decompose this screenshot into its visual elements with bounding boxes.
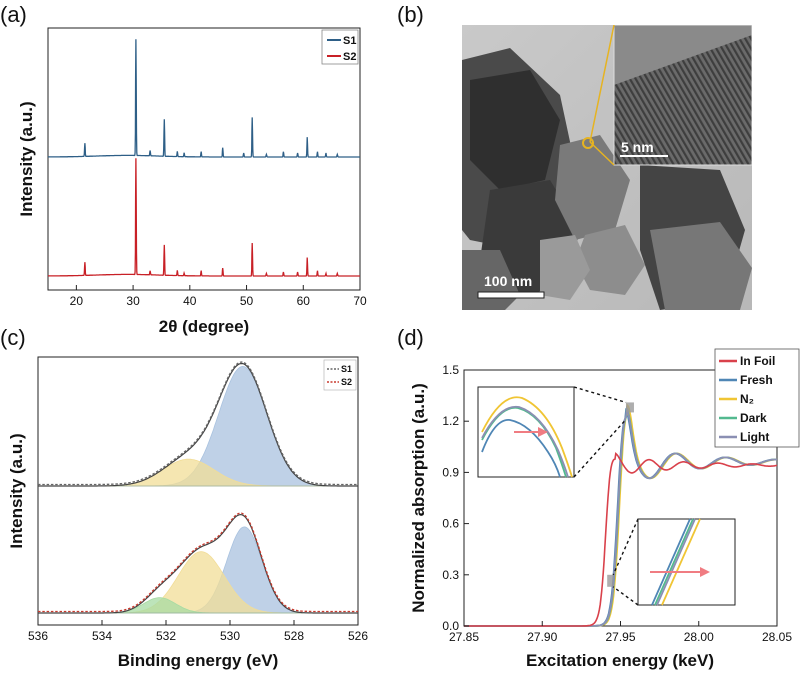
- xanes-y-axis-label: Normalized absorption (a.u.): [409, 383, 428, 613]
- xps-x-tick-label: 534: [92, 629, 112, 643]
- xanes-y-tick-label: 1.5: [442, 363, 459, 377]
- shift-arrow-head: [700, 567, 710, 577]
- xrd-series-s1: [48, 39, 360, 158]
- hrtem-lattice-fringes: [614, 35, 752, 165]
- zoom-guide-line: [612, 586, 639, 606]
- xrd-legend-label-s1: S1: [343, 35, 356, 47]
- inset-pointer-line: [589, 141, 615, 166]
- xps-x-tick-label: 526: [348, 629, 368, 643]
- xanes-legend-label: Dark: [740, 411, 767, 425]
- xanes-x-tick-label: 27.95: [605, 630, 635, 644]
- inset-series-line: [481, 405, 569, 478]
- particle: [555, 135, 630, 240]
- xrd-plot-frame: [47, 27, 361, 291]
- particle: [540, 235, 590, 300]
- tem-image: 5 nm 100 nm: [462, 25, 752, 310]
- xanes-ticks: 27.85 27.90 27.95 28.00 28.05 0.0 0.3 0.6 0.9 1.2…: [442, 363, 792, 644]
- xanes-y-tick-label: 0.0: [442, 619, 459, 633]
- xrd-x-axis-label: 2θ (degree): [159, 317, 249, 336]
- xanes-series: [464, 403, 778, 627]
- xps-component-peak: [38, 551, 358, 614]
- particle: [470, 70, 560, 190]
- xps-legend: S1 S2: [323, 359, 357, 391]
- xps-legend-label-s1: S1: [341, 364, 352, 374]
- inset-series-line: [654, 518, 694, 606]
- scale-bar-main: [477, 291, 545, 299]
- xanes-legend: In Foil Fresh N₂ Dark Light: [714, 348, 800, 448]
- xanes-legend-label: N₂: [740, 392, 754, 406]
- xps-component-peak: [38, 458, 358, 487]
- scale-bar-main-label: 100 nm: [484, 273, 532, 289]
- xrd-x-tick-label: 60: [297, 294, 311, 308]
- xrd-series-s2: [48, 158, 360, 277]
- xanes-edge-peak-inset: [477, 386, 634, 478]
- xps-plot: 536 534 532 530 528 526 S1 S2 Binding energy …: [7, 356, 368, 670]
- inset-pointer-marker: [582, 137, 594, 149]
- xrd-x-tick-label: 50: [240, 294, 254, 308]
- xanes-x-tick-label: 27.90: [527, 630, 557, 644]
- particle: [650, 222, 752, 310]
- xrd-legend-box: [321, 29, 359, 65]
- xanes-y-tick-label: 1.2: [442, 414, 459, 428]
- xanes-x-tick-label: 27.85: [449, 630, 479, 644]
- xanes-series-line: [464, 452, 778, 627]
- inset-series-line: [651, 518, 691, 606]
- xps-x-axis-label: Binding energy (eV): [118, 651, 279, 670]
- xrd-plot: 20 30 40 50 60 70 S1 S2 2θ (degree) Intensity…: [17, 27, 367, 336]
- panel-label-d: (d): [397, 325, 424, 350]
- xps-series: [38, 361, 358, 614]
- xrd-series: [48, 39, 360, 277]
- zoom-guide-line: [573, 419, 627, 478]
- inset-pointer-line: [589, 25, 615, 143]
- zoom-guide-line: [612, 518, 639, 576]
- xanes-plot: 27.85 27.90 27.95 28.00 28.05 0.0 0.3 0.6 0.9 1.2…: [409, 348, 800, 670]
- xps-legend-label-s2: S2: [341, 377, 352, 387]
- inset-series-line: [481, 419, 561, 478]
- particle: [575, 225, 645, 295]
- xrd-x-tick-label: 70: [353, 294, 367, 308]
- xrd-legend: S1 S2: [321, 29, 359, 65]
- xanes-legend-label: Fresh: [740, 373, 773, 387]
- panel-label-a: (a): [0, 2, 27, 27]
- zoom-marker-peak: [625, 402, 634, 413]
- xrd-x-ticks: 20 30 40 50 60 70: [70, 285, 367, 308]
- xanes-x-tick-label: 28.05: [762, 630, 792, 644]
- inset-series-line: [656, 518, 696, 606]
- inset-series-line: [661, 518, 701, 606]
- xps-x-ticks: 536 534 532 530 528 526: [28, 620, 368, 643]
- xrd-x-tick-label: 40: [183, 294, 197, 308]
- xanes-x-tick-label: 28.00: [684, 630, 714, 644]
- xrd-x-tick-label: 20: [70, 294, 84, 308]
- xanes-edge-rise-inset: [607, 518, 736, 606]
- zoom-guide-line: [573, 386, 627, 404]
- panel-label-c: (c): [0, 325, 26, 350]
- xrd-x-tick-label: 30: [126, 294, 140, 308]
- xps-measured-s1: [38, 361, 358, 486]
- inset-series-line: [481, 396, 573, 478]
- shift-arrow-head: [538, 427, 548, 437]
- xps-measured-s2: [38, 512, 358, 613]
- xps-x-tick-label: 536: [28, 629, 48, 643]
- xanes-y-tick-label: 0.3: [442, 568, 459, 582]
- xanes-legend-label: Light: [740, 430, 769, 444]
- hrtem-inset-border: [613, 25, 752, 166]
- xps-y-axis-label: Intensity (a.u.): [7, 433, 26, 548]
- xps-x-tick-label: 528: [284, 629, 304, 643]
- xps-fit-envelope: [38, 362, 358, 487]
- xanes-y-tick-label: 0.9: [442, 465, 459, 479]
- xrd-legend-label-s2: S2: [343, 51, 356, 63]
- scale-bar-inset-label: 5 nm: [621, 139, 654, 155]
- zoom-marker-edge: [607, 574, 614, 587]
- xanes-x-axis-label: Excitation energy (keV): [526, 651, 714, 670]
- xps-legend-box: [323, 359, 357, 391]
- xanes-legend-label: In Foil: [740, 354, 775, 368]
- xps-x-tick-label: 530: [220, 629, 240, 643]
- xps-x-tick-label: 532: [156, 629, 176, 643]
- panel-label-b: (b): [397, 2, 424, 27]
- xps-fit-envelope: [38, 513, 358, 614]
- xrd-y-axis-label: Intensity (a.u.): [17, 101, 36, 216]
- xanes-y-tick-label: 0.6: [442, 517, 459, 531]
- xps-plot-frame: [37, 356, 359, 626]
